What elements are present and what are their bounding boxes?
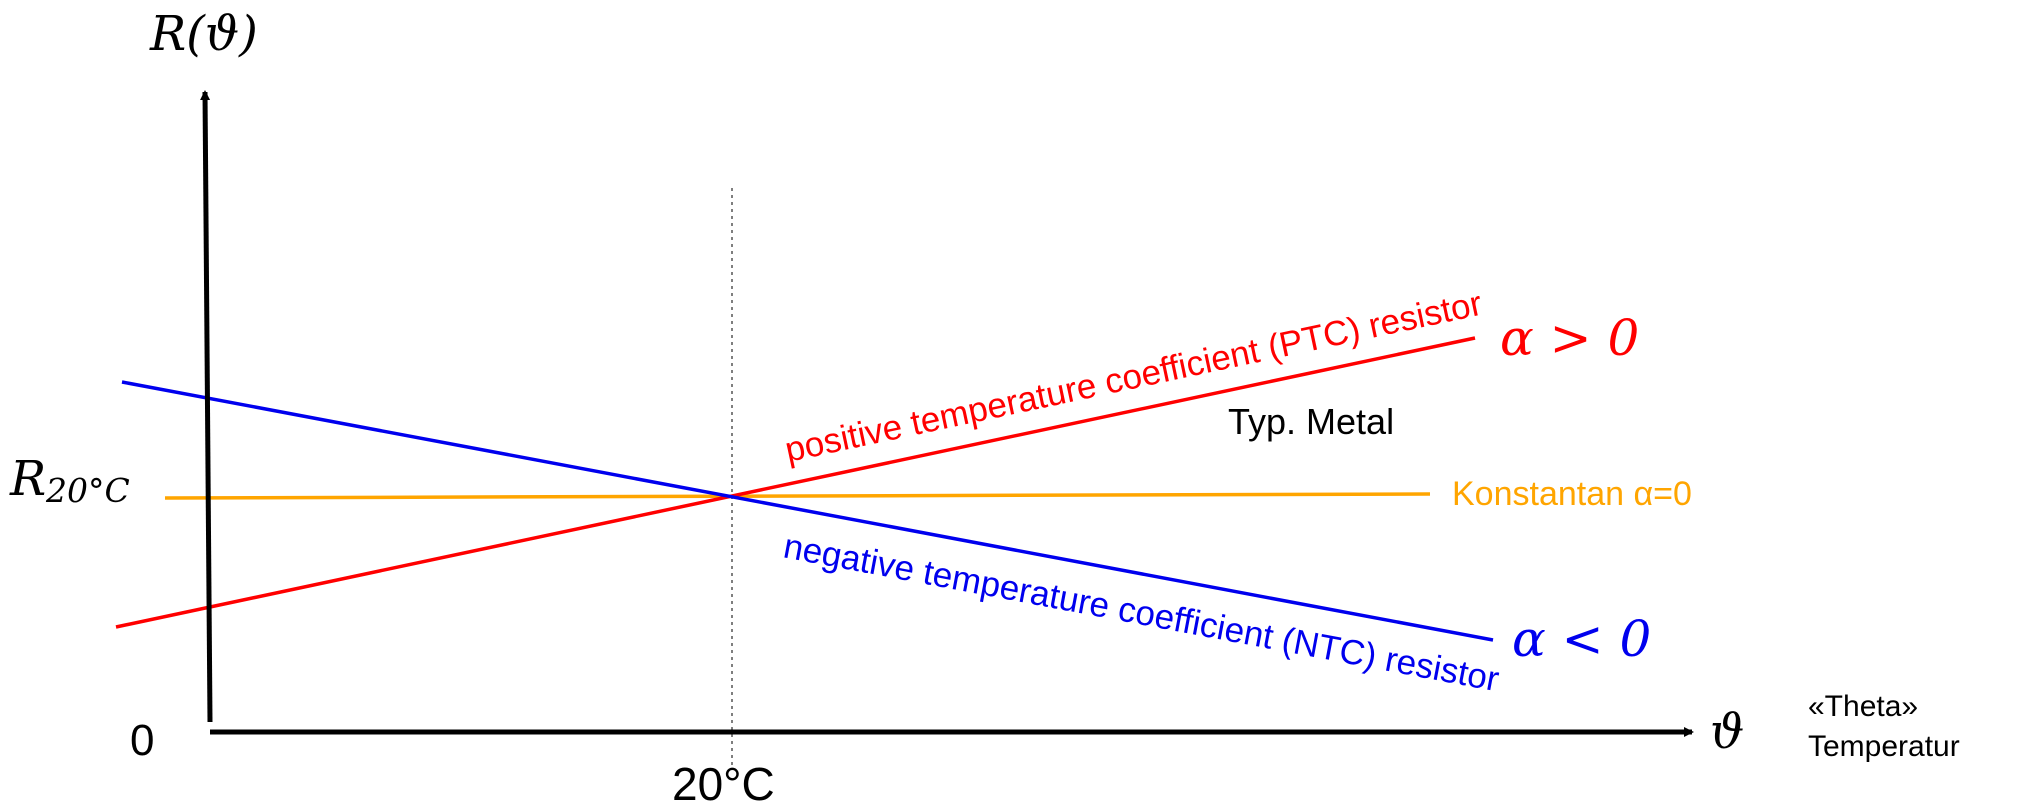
ref-resistance-sub: 20°C <box>45 471 130 510</box>
ntc-label: negative temperature coefficient (NTC) r… <box>781 527 1503 700</box>
x-axis-label: ϑ <box>1710 704 1744 760</box>
ntc-line <box>121 380 1494 642</box>
theta-word-label: Temperatur <box>1808 730 1960 763</box>
konstantan-label: Konstantan α=0 <box>1452 475 1692 513</box>
ntc-alpha-label: α < 0 <box>1512 610 1651 668</box>
theta-name-label: «Theta» <box>1808 690 1918 723</box>
ref-resistance-main: R <box>9 451 46 507</box>
x-tick-label-20c: 20°C <box>672 758 775 810</box>
ptc-example-label: Typ. Metal <box>1228 401 1394 442</box>
origin-label: 0 <box>130 716 154 765</box>
ptc-alpha-label: α > 0 <box>1500 309 1639 367</box>
konstantan-line <box>164 492 1431 500</box>
y-axis-label: R(ϑ) <box>149 6 258 62</box>
ref-resistance-label: R <box>9 451 46 507</box>
y-axis <box>200 90 213 723</box>
ptc-line <box>115 336 1476 629</box>
